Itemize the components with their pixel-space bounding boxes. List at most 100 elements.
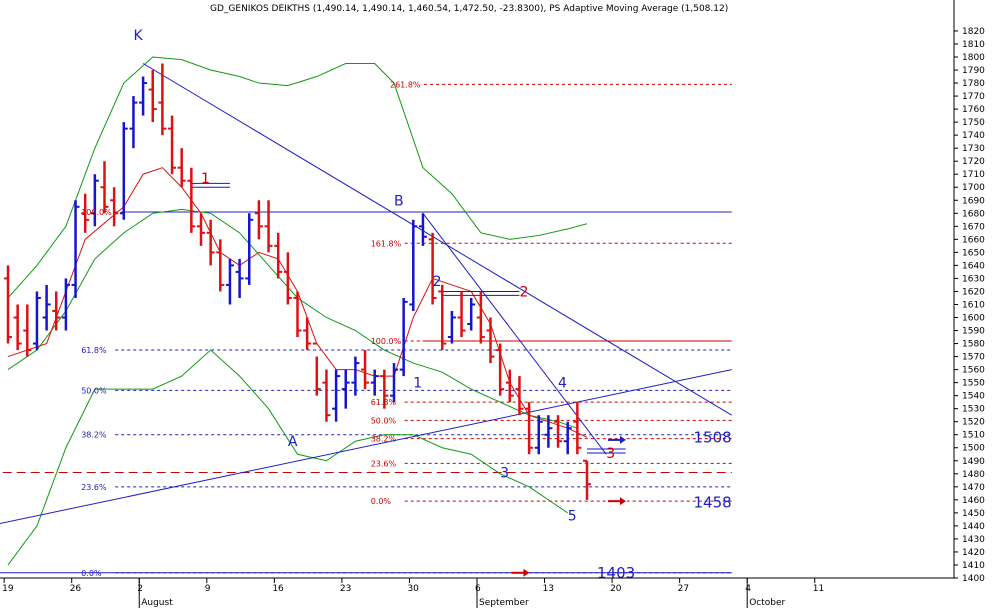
x-tick-label: 4 (745, 584, 751, 594)
ohlc-bar (274, 232, 283, 279)
ohlc-bar (235, 258, 244, 298)
x-tick-label: 27 (678, 584, 689, 594)
fib-label: 0.0% (371, 497, 392, 506)
y-tick-label: 1800 (962, 53, 985, 63)
ohlc-bar (447, 310, 456, 344)
y-tick-label: 1570 (962, 353, 985, 363)
y-tick-label: 1740 (962, 131, 985, 141)
price-label: 1458 (694, 493, 732, 511)
ohlc-bar (283, 252, 292, 305)
y-tick-label: 1820 (962, 27, 985, 37)
ohlc-bar (139, 76, 148, 116)
y-tick-label: 1610 (962, 300, 985, 310)
ohlc-bar (525, 402, 534, 455)
ohlc-bar (32, 291, 41, 351)
y-tick-label: 1710 (962, 170, 985, 180)
ohlc-bar (187, 167, 196, 233)
ohlc-bar (380, 369, 389, 409)
ohlc-bar (245, 213, 254, 285)
ohlc-bar (303, 317, 312, 351)
ohlc-bar (409, 219, 418, 311)
ohlc-bar (71, 200, 80, 298)
x-tick-label: 13 (543, 584, 554, 594)
y-tick-label: 1460 (962, 496, 985, 506)
y-tick-label: 1420 (962, 548, 985, 558)
y-tick-label: 1780 (962, 79, 985, 89)
y-tick-label: 1510 (962, 431, 985, 441)
y-tick-label: 1400 (962, 574, 985, 584)
ohlc-bar (476, 291, 485, 344)
ohlc-bar (544, 415, 553, 448)
price-label: 1403 (597, 564, 635, 582)
ohlc-bar (4, 265, 12, 344)
fib-label: 61.8% (371, 398, 397, 407)
fib-label: 261.8% (390, 80, 421, 89)
ohlc-bar (197, 213, 205, 246)
ohlc-bar (225, 258, 234, 305)
fib-label: 61.8% (81, 346, 107, 355)
ohlc-bar (119, 122, 128, 220)
ohlc-bar (13, 304, 22, 351)
ohlc-bar (563, 421, 572, 455)
fib-label: 100.0% (371, 337, 402, 346)
ohlc-bar (254, 200, 263, 240)
y-tick-label: 1520 (962, 418, 985, 428)
ohlc-bar (438, 284, 447, 351)
y-tick-label: 1720 (962, 157, 985, 167)
fib-label: 0.0% (81, 569, 102, 578)
fib-label: 100.0% (81, 208, 112, 217)
y-tick-label: 1430 (962, 535, 985, 545)
y-tick-label: 1490 (962, 457, 985, 467)
x-tick-label: 26 (70, 584, 82, 594)
y-tick-label: 1640 (962, 261, 985, 271)
wave-label: 1 (201, 171, 210, 187)
ohlc-bar (370, 369, 379, 396)
y-tick-label: 1660 (962, 235, 985, 245)
ohlc-bar (418, 213, 427, 246)
y-tick-label: 1600 (962, 313, 985, 323)
trendline (142, 63, 733, 416)
y-tick-label: 1590 (962, 327, 985, 337)
ohlc-bar (351, 356, 360, 396)
arrow-icon (511, 568, 530, 577)
y-tick-label: 1530 (962, 405, 985, 415)
wave-label: 3 (606, 446, 615, 462)
ohlc-bar (90, 174, 99, 227)
ohlc-bar (467, 297, 476, 331)
ohlc-bar (573, 402, 582, 455)
ohlc-bar (390, 363, 398, 403)
ohlc-bar (206, 219, 215, 266)
wave-label: 5 (568, 508, 577, 524)
arrow-head (619, 435, 626, 444)
wave-label: 2 (519, 284, 528, 300)
y-tick-label: 1480 (962, 470, 985, 480)
x-tick-label: 16 (272, 584, 284, 594)
x-tick-label: 19 (2, 584, 14, 594)
arrow-icon (607, 497, 626, 506)
wave-label: 1 (413, 376, 422, 392)
month-label: October (749, 598, 785, 608)
ohlc-bar (168, 115, 177, 175)
ohlc-bar (332, 369, 341, 422)
ohlc-bar (496, 343, 505, 396)
y-tick-label: 1730 (962, 144, 985, 154)
arrow-head (523, 568, 530, 577)
trendline (422, 212, 607, 455)
ohlc-bar (177, 148, 186, 188)
fib-label: 161.8% (371, 239, 402, 248)
y-tick-label: 1580 (962, 340, 985, 350)
ohlc-bar (361, 350, 370, 390)
y-tick-label: 1410 (962, 561, 985, 571)
band-upper (7, 56, 588, 299)
fib-label: 50.0% (371, 416, 397, 425)
ohlc-bar (264, 200, 273, 253)
y-tick-label: 1650 (962, 248, 985, 258)
ohlc-bar (23, 304, 32, 357)
ohlc-bar (399, 297, 408, 377)
ohlc-bar (554, 415, 563, 448)
x-tick-label: 6 (475, 584, 481, 594)
price-label: 1508 (694, 428, 732, 446)
y-tick-label: 1560 (962, 366, 985, 376)
